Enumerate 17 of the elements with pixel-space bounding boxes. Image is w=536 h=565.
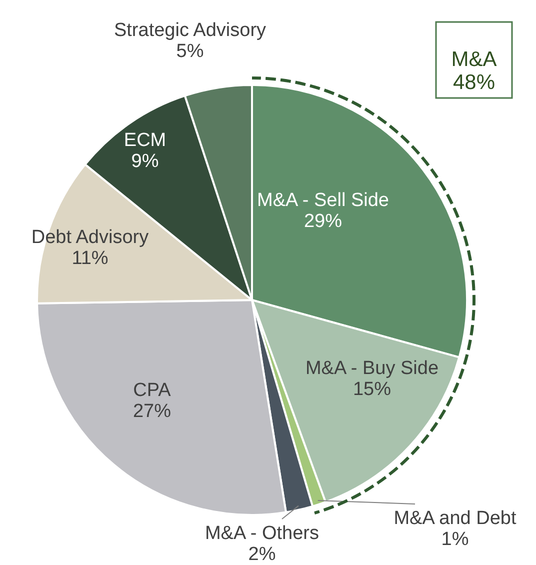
slice-label: CPA	[133, 380, 172, 401]
slice-label: Debt Advisory	[31, 227, 150, 248]
data-label: 2%	[248, 544, 276, 565]
slice-label: M&A - Others	[204, 523, 320, 544]
data-label: 11%	[72, 248, 108, 269]
slice-label: M&A and Debt	[394, 508, 517, 529]
data-label: 5%	[176, 41, 204, 62]
data-label: 1%	[441, 529, 469, 550]
data-label: 15%	[352, 379, 392, 400]
data-label: 9%	[131, 151, 159, 172]
data-label: 29%	[304, 211, 342, 232]
slice-label: M&A - Buy Side	[305, 358, 439, 379]
slice-label: Strategic Advisory	[114, 20, 267, 41]
text: M&A 48%	[451, 48, 497, 94]
data-label: 27%	[132, 401, 172, 422]
slice-label: M&A - Sell Side	[257, 190, 389, 211]
slice-label: ECM	[124, 130, 166, 151]
